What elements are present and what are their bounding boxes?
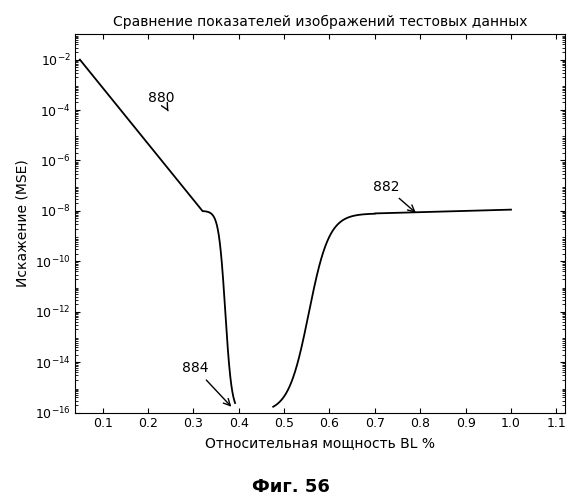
Text: 882: 882 [372,180,415,212]
Title: Сравнение показателей изображений тестовых данных: Сравнение показателей изображений тестов… [113,15,528,29]
Text: 880: 880 [148,92,175,111]
Y-axis label: Искажение (MSE): Искажение (MSE) [15,160,29,288]
Text: Фиг. 56: Фиг. 56 [252,478,330,496]
Text: 884: 884 [182,361,230,406]
X-axis label: Относительная мощность BL %: Относительная мощность BL % [205,436,435,450]
